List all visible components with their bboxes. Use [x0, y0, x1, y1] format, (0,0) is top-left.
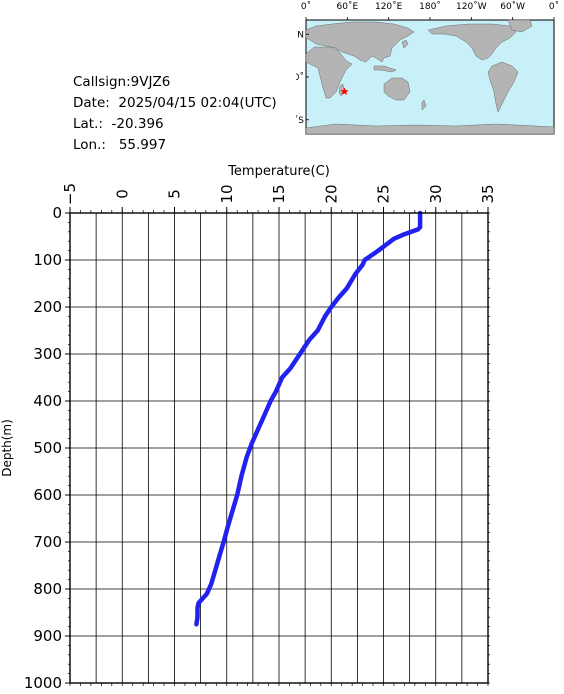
profile-point [197, 601, 201, 605]
profile-point [307, 338, 311, 342]
plot-frame [69, 212, 489, 684]
profile-point [337, 296, 341, 300]
map-lon-label-6: 0˚ [549, 1, 559, 12]
profile-point [231, 507, 235, 511]
profile-point [256, 427, 260, 431]
location-marker [340, 87, 349, 95]
profile-point [345, 286, 349, 290]
profile-point [392, 237, 396, 241]
map-lon-label-5: 60˚W [500, 1, 525, 12]
profile-point [363, 258, 367, 262]
profile-point [239, 474, 243, 478]
y-tick-label-5: 500 [33, 439, 62, 457]
y-tick-label-8: 800 [33, 580, 62, 598]
profile-point [245, 455, 249, 459]
map-lon-label-1: 60˚E [337, 1, 359, 12]
map-lon-label-4: 120˚W [456, 1, 487, 12]
profile-point [316, 329, 320, 332]
profile-point [288, 366, 292, 370]
y-tick-label-2: 200 [33, 298, 62, 316]
y-tick-label-6: 600 [33, 486, 62, 504]
x-tick-label-4: 15 [270, 184, 288, 203]
y-axis-label: Depth(m) [0, 419, 14, 477]
x-tick-label-3: 10 [218, 184, 236, 203]
profile-point [280, 376, 284, 379]
location-star-icon [340, 87, 349, 95]
profile-point [269, 399, 273, 403]
map-lon-label-2: 120˚E [375, 1, 403, 12]
profile-point [235, 493, 239, 497]
x-axis-label: Temperature(C) [227, 164, 330, 179]
profile-point [217, 554, 221, 558]
profile-point [353, 272, 357, 276]
profile-point [274, 390, 278, 394]
profile-point [361, 263, 365, 267]
series-layer [194, 210, 423, 627]
x-tick-label-2: 5 [166, 189, 184, 199]
profile-point [376, 249, 380, 253]
y-tick-labels: 0 100 200 300 400 500 600 700 800 900 1000 [24, 204, 62, 692]
x-tick-label-7: 30 [427, 184, 445, 203]
profile-point [418, 225, 422, 229]
profile-point [402, 232, 406, 236]
x-tick-labels: −5 0 5 10 15 20 25 30 35 [61, 183, 497, 205]
x-tick-label-8: 35 [479, 184, 497, 203]
map-lon-label-3: 180˚ [419, 1, 441, 12]
x-tick-label-5: 20 [322, 184, 340, 203]
profile-point [329, 305, 333, 309]
profile-point [205, 592, 209, 596]
callsign-text: Callsign:9VJZ6 [73, 74, 171, 90]
profile-point [195, 615, 199, 619]
map-ticks [305, 17, 555, 121]
y-tick-label-1: 100 [33, 251, 62, 269]
profile-point [201, 596, 205, 600]
y-tick-label-10: 1000 [24, 674, 62, 690]
latitude-text: Lat.: -20.396 [73, 116, 164, 132]
date-text: Date: 2025/04/15 02:04(UTC) [73, 95, 277, 111]
map-lat-label-1: 0˚ [296, 72, 304, 83]
longitude-text: Lon.: 55.997 [73, 137, 167, 153]
profile-point [227, 521, 231, 525]
profile-point [209, 582, 213, 586]
profile-point [194, 622, 198, 626]
cast-info: Callsign:9VJZ6 Date: 2025/04/15 02:04(UT… [73, 72, 277, 156]
y-tick-label-4: 400 [33, 392, 62, 410]
profile-point [213, 568, 217, 572]
y-tick-label-3: 300 [33, 345, 62, 363]
x-tick-label-1: 0 [113, 189, 131, 199]
y-tick-label-9: 900 [33, 627, 62, 645]
map-lon-label-0: 0˚ [301, 1, 311, 12]
map-longitude-labels: 0˚ 60˚E 120˚E 180˚ 120˚W 60˚W 0˚ [301, 1, 559, 12]
y-tick-label-7: 700 [33, 533, 62, 551]
x-tick-label-6: 25 [375, 184, 393, 203]
y-tick-label-0: 0 [52, 204, 62, 222]
profile-point [323, 314, 327, 318]
map-land [305, 19, 555, 135]
profile-point [250, 441, 254, 445]
profile-point [195, 606, 199, 610]
profile-point [262, 413, 266, 417]
x-tick-label-0: −5 [61, 183, 79, 205]
profile-point [298, 352, 302, 356]
profile-point [416, 227, 420, 231]
profile-point [222, 540, 226, 544]
